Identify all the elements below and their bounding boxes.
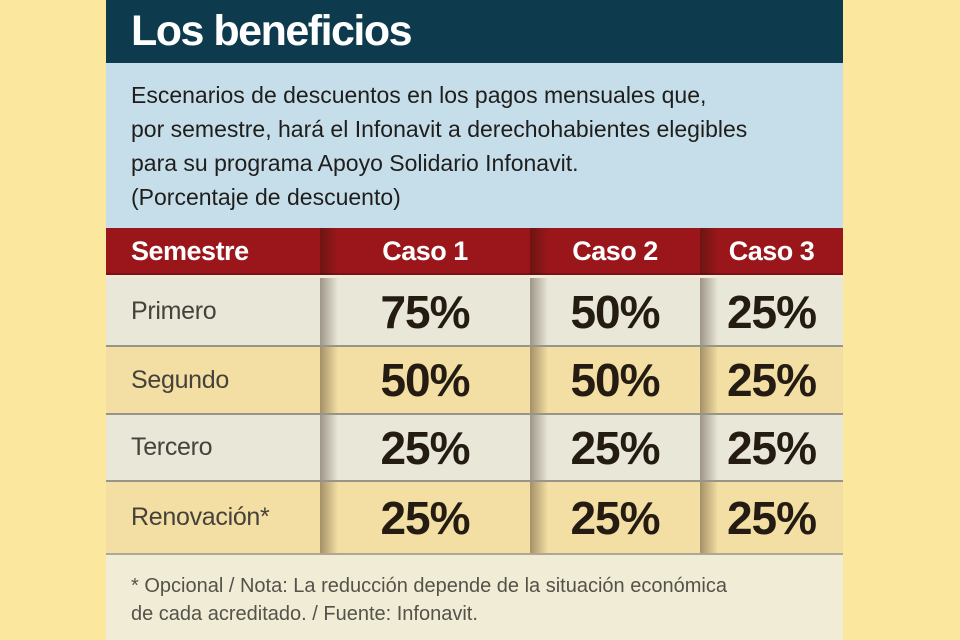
cell-segundo-caso-2: 50% — [530, 345, 700, 413]
cell-renovacion-caso-2: 25% — [530, 480, 700, 553]
page-title: Los beneficios — [131, 7, 413, 55]
description-block: Escenarios de descuentos en los pagos me… — [106, 63, 843, 228]
cell-tercero-caso-1: 25% — [320, 413, 530, 480]
description-line-1: Escenarios de descuentos en los pagos me… — [131, 82, 707, 108]
column-header-caso-2: Caso 2 — [530, 228, 700, 278]
cell-tercero-caso-2: 25% — [530, 413, 700, 480]
infographic-panel: Los beneficios Escenarios de descuentos … — [106, 0, 843, 640]
cell-primero-caso-1: 75% — [320, 278, 530, 345]
cell-segundo-caso-1: 50% — [320, 345, 530, 413]
row-tercero-label: Tercero — [106, 413, 320, 480]
cell-renovacion-caso-3: 25% — [700, 480, 843, 553]
description-line-3: para su programa Apoyo Solidario Infonav… — [131, 150, 579, 176]
row-renovacion-label: Renovación* — [106, 480, 320, 553]
column-header-caso-1: Caso 1 — [320, 228, 530, 278]
cell-tercero-caso-3: 25% — [700, 413, 843, 480]
cell-primero-caso-2: 50% — [530, 278, 700, 345]
footnote-line-2: de cada acreditado. / Fuente: Infonavit. — [131, 603, 478, 625]
cell-primero-caso-3: 25% — [700, 278, 843, 345]
column-header-caso-3: Caso 3 — [700, 228, 843, 278]
footnote-block: * Opcional / Nota: La reducción depende … — [106, 553, 843, 640]
footnote-line-1: * Opcional / Nota: La reducción depende … — [131, 575, 727, 597]
cell-segundo-caso-3: 25% — [700, 345, 843, 413]
title-bar: Los beneficios — [106, 0, 843, 63]
benefits-table: Semestre Caso 1 Caso 2 Caso 3 Primero 75… — [106, 228, 843, 553]
row-segundo-label: Segundo — [106, 345, 320, 413]
column-header-semestre: Semestre — [106, 228, 320, 278]
description-line-2: por semestre, hará el Infonavit a derech… — [131, 116, 748, 142]
row-primero-label: Primero — [106, 278, 320, 345]
description-line-4: (Porcentaje de descuento) — [131, 184, 401, 210]
cell-renovacion-caso-1: 25% — [320, 480, 530, 553]
